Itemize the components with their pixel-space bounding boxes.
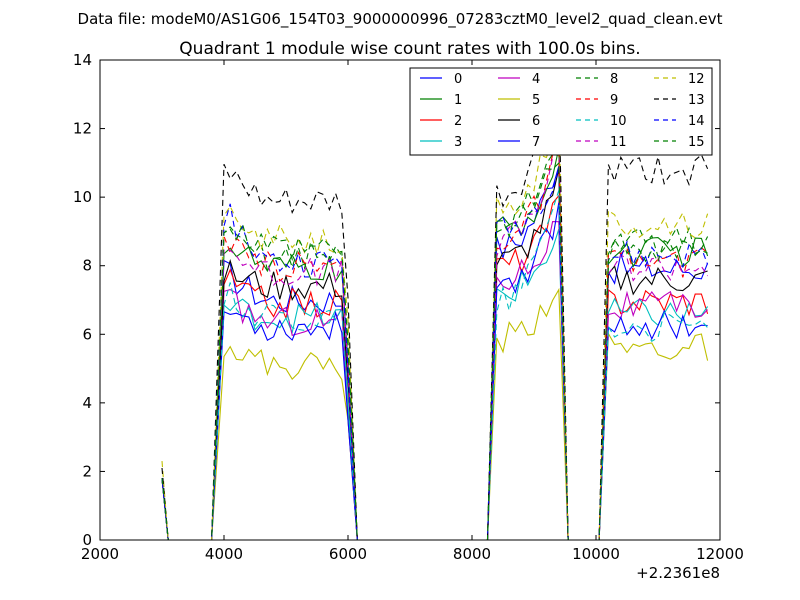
y-tick-label: 2 bbox=[82, 462, 92, 480]
series-line-5 bbox=[161, 287, 709, 541]
y-tick-label: 6 bbox=[82, 325, 92, 343]
series-line-6 bbox=[161, 168, 708, 541]
series-line-8 bbox=[161, 133, 708, 541]
x-tick-label: 8000 bbox=[453, 545, 491, 563]
x-tick-label: 4000 bbox=[205, 545, 243, 563]
series-line-0 bbox=[161, 165, 709, 541]
legend-label-13: 13 bbox=[688, 93, 705, 108]
x-tick-label: 6000 bbox=[329, 545, 367, 563]
chart-title: Quadrant 1 module wise count rates with … bbox=[179, 39, 640, 59]
y-tick-label: 4 bbox=[82, 394, 92, 412]
legend-frame bbox=[409, 67, 713, 156]
legend-label-4: 4 bbox=[532, 72, 540, 87]
x-tick-label: 2000 bbox=[81, 545, 119, 563]
series-line-7 bbox=[161, 202, 708, 541]
series-line-15 bbox=[161, 161, 709, 541]
series-line-3 bbox=[161, 229, 709, 541]
x-axis-offset-label: +2.2361e8 bbox=[636, 564, 720, 582]
x-tick-label: 10000 bbox=[572, 545, 620, 563]
x-axis-ticks: 2000 4000 6000 8000 10000 12000 bbox=[81, 60, 744, 563]
series-line-4 bbox=[161, 221, 708, 541]
legend-label-11: 11 bbox=[610, 135, 627, 150]
legend-label-8: 8 bbox=[610, 72, 618, 87]
legend-label-12: 12 bbox=[688, 72, 705, 87]
y-tick-label: 12 bbox=[73, 120, 92, 138]
series-lines bbox=[161, 85, 709, 541]
y-tick-label: 0 bbox=[82, 531, 92, 549]
legend-label-6: 6 bbox=[532, 114, 540, 129]
legend-label-2: 2 bbox=[454, 114, 462, 129]
series-line-14 bbox=[161, 167, 709, 541]
y-tick-label: 8 bbox=[82, 257, 92, 275]
legend-label-9: 9 bbox=[610, 93, 618, 108]
series-line-10 bbox=[161, 190, 709, 541]
y-tick-label: 14 bbox=[73, 51, 92, 69]
legend-label-0: 0 bbox=[454, 72, 462, 87]
series-line-13 bbox=[161, 85, 709, 541]
legend-label-7: 7 bbox=[532, 135, 540, 150]
legend-label-10: 10 bbox=[610, 114, 627, 129]
legend-label-14: 14 bbox=[688, 114, 705, 129]
series-line-1 bbox=[161, 148, 709, 541]
legend-label-5: 5 bbox=[532, 93, 540, 108]
series-line-12 bbox=[161, 103, 709, 541]
legend-label-1: 1 bbox=[454, 93, 462, 108]
y-tick-label: 10 bbox=[73, 188, 92, 206]
legend-label-15: 15 bbox=[688, 135, 705, 150]
figure-suptitle: Data file: modeM0/AS1G06_154T03_90000009… bbox=[78, 10, 723, 29]
series-line-9 bbox=[161, 152, 708, 541]
axes-frame bbox=[99, 59, 721, 541]
series-line-11 bbox=[161, 131, 709, 541]
x-tick-label: 12000 bbox=[696, 545, 744, 563]
series-line-2 bbox=[161, 194, 709, 541]
legend-label-3: 3 bbox=[454, 135, 462, 150]
